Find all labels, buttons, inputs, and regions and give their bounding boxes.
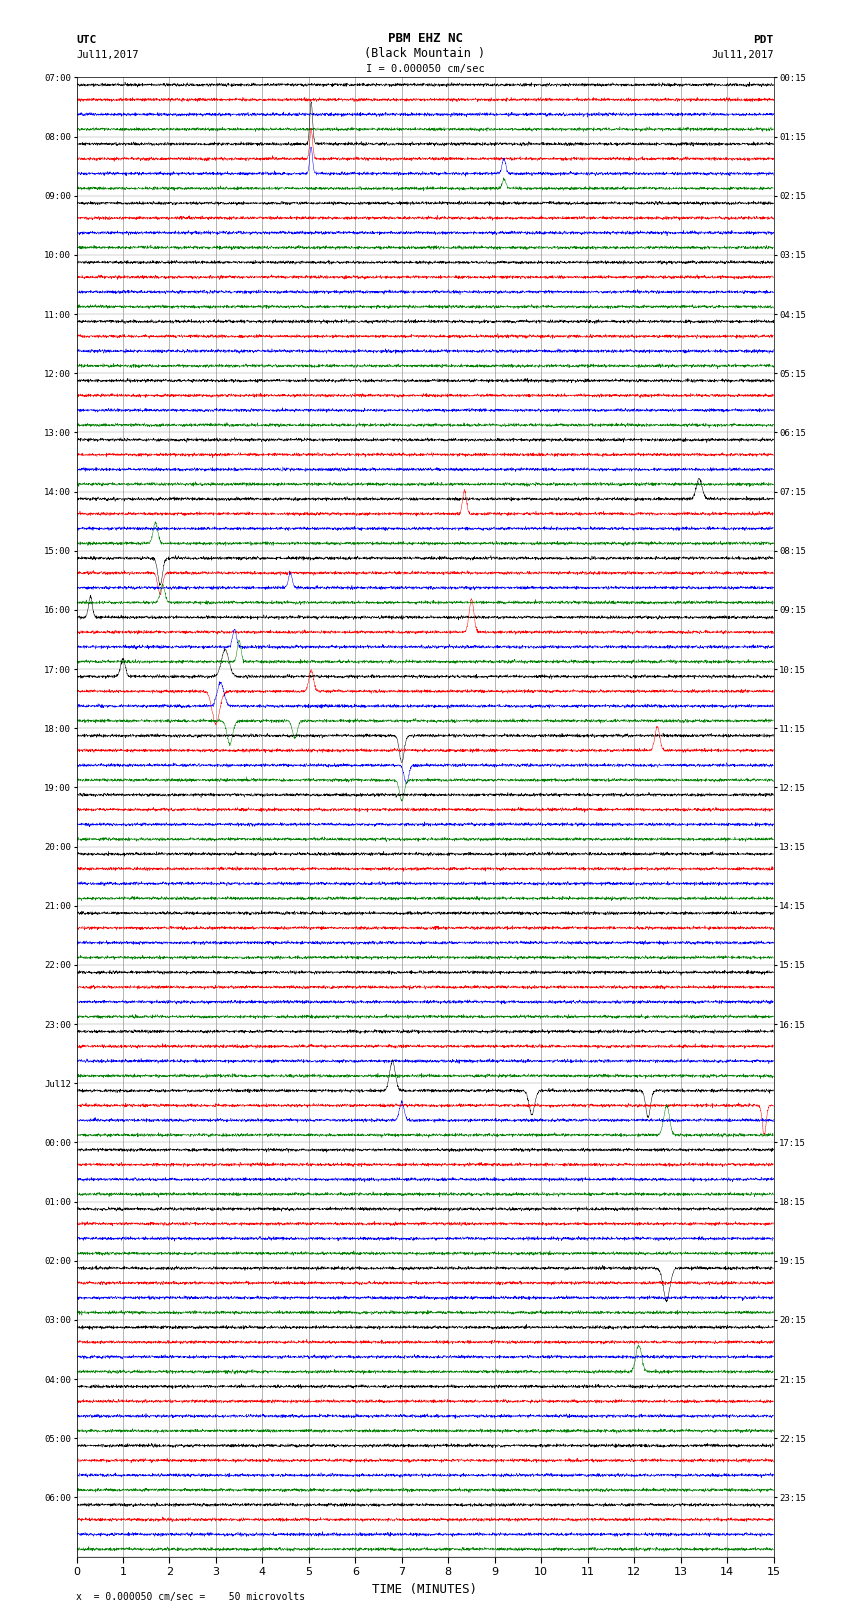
X-axis label: TIME (MINUTES): TIME (MINUTES): [372, 1582, 478, 1595]
Text: PBM EHZ NC: PBM EHZ NC: [388, 32, 462, 45]
Text: PDT: PDT: [753, 35, 774, 45]
Text: Jul11,2017: Jul11,2017: [711, 50, 774, 60]
Text: (Black Mountain ): (Black Mountain ): [365, 47, 485, 60]
Text: x  = 0.000050 cm/sec =    50 microvolts: x = 0.000050 cm/sec = 50 microvolts: [76, 1592, 306, 1602]
Text: UTC: UTC: [76, 35, 97, 45]
Text: I = 0.000050 cm/sec: I = 0.000050 cm/sec: [366, 65, 484, 74]
Text: Jul11,2017: Jul11,2017: [76, 50, 139, 60]
